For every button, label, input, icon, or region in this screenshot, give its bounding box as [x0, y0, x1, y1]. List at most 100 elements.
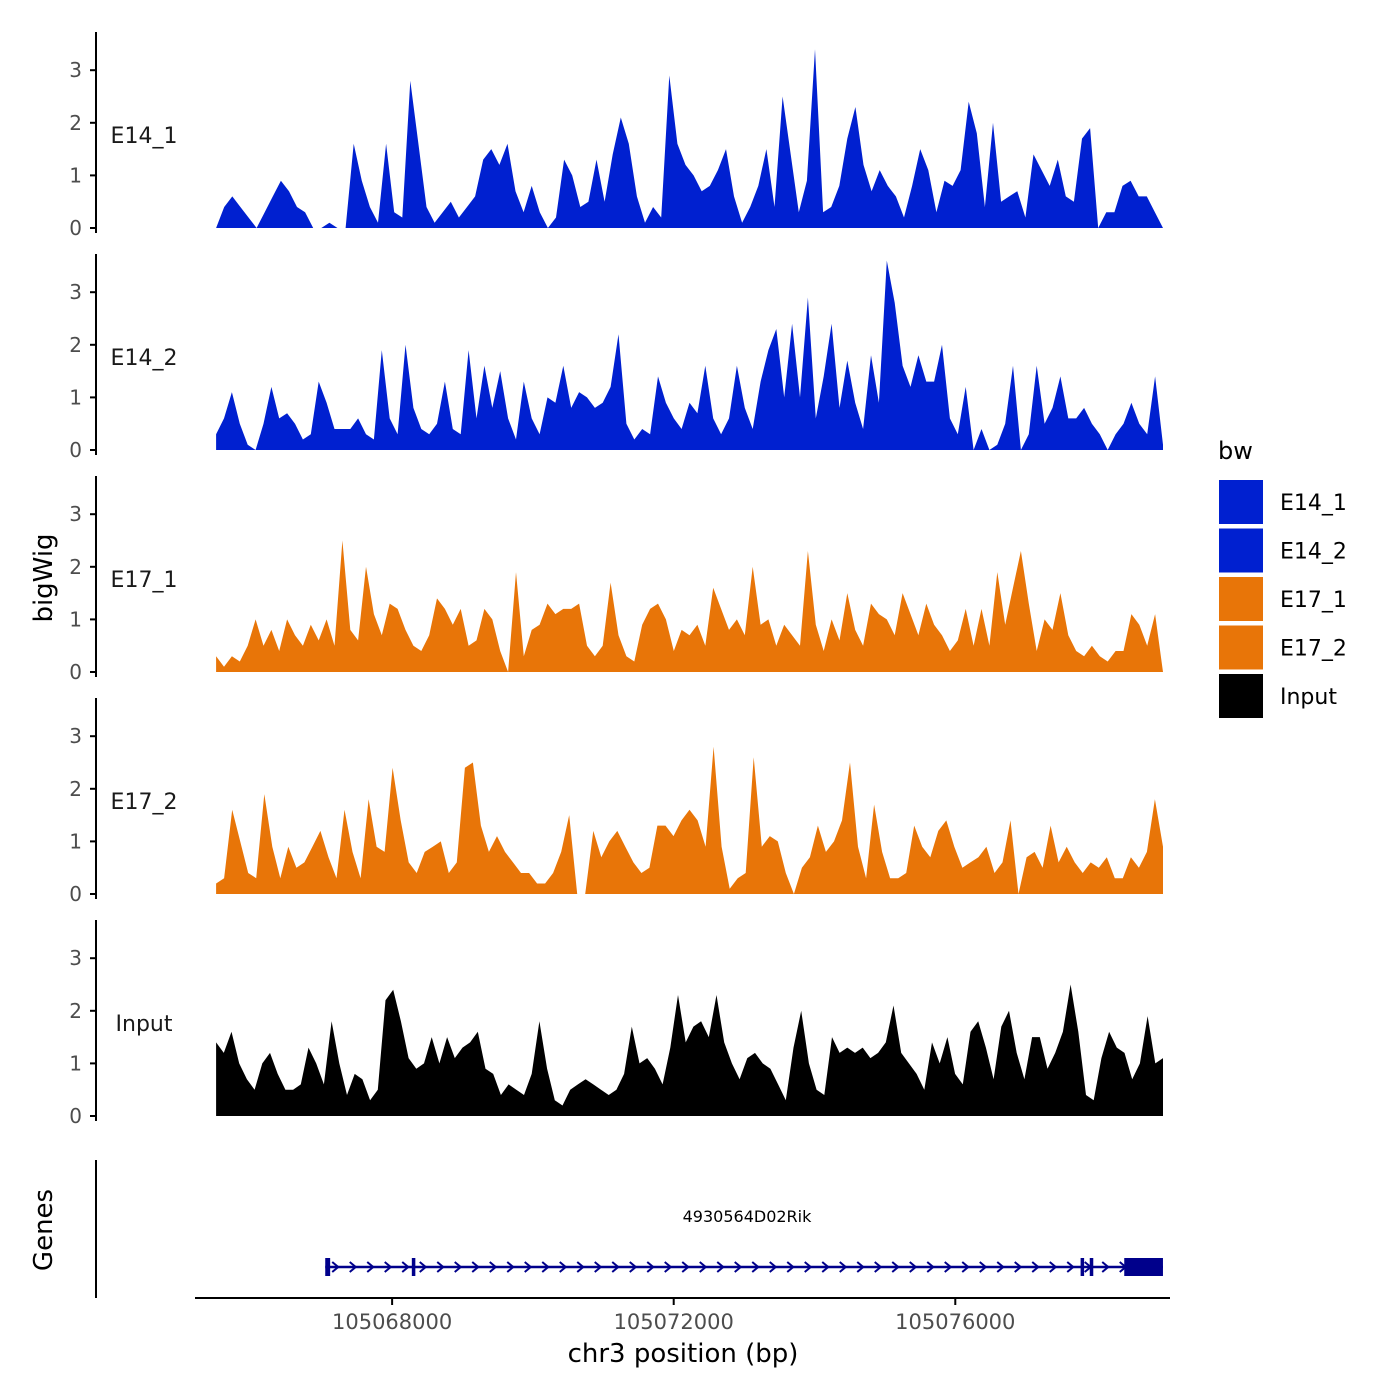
y-tick-label: 0 — [69, 1104, 82, 1128]
y-tick-label: 1 — [69, 829, 82, 853]
legend-label: E14_1 — [1280, 491, 1347, 516]
strand-arrow — [804, 1261, 813, 1273]
strand-arrow — [839, 1261, 848, 1273]
strand-arrow — [471, 1261, 480, 1273]
strand-arrow — [909, 1261, 918, 1273]
strand-arrow — [699, 1261, 708, 1273]
strand-arrow — [786, 1261, 795, 1273]
legend-swatch — [1219, 480, 1263, 524]
y-tick-label: 2 — [69, 999, 82, 1023]
track-E17_1: 0 1 2 3 E17_1 — [69, 476, 1164, 684]
strand-arrow — [664, 1261, 673, 1273]
strand-arrow — [891, 1261, 900, 1273]
strand-arrow — [961, 1261, 970, 1273]
strand-arrow — [384, 1261, 393, 1273]
genes-axis-title: Genes — [29, 1189, 59, 1271]
strand-arrow — [541, 1261, 550, 1273]
strand-arrow — [979, 1261, 988, 1273]
coverage-area-E17_2 — [216, 746, 1164, 894]
strand-arrow — [349, 1261, 358, 1273]
track-Input: 0 1 2 3 Input — [69, 920, 1164, 1128]
track-label: E17_2 — [111, 790, 178, 815]
strand-arrow — [524, 1261, 533, 1273]
strand-arrow — [874, 1261, 883, 1273]
track-facets: 0 1 2 3 E14_1 0 1 2 3 E14_2 0 1 2 3 E17_1 0 1 2 3 E17_2 0 1 2 3… — [69, 32, 1164, 1128]
strand-arrow — [926, 1261, 935, 1273]
legend-label: Input — [1280, 685, 1337, 710]
legend: bw E14_1 E14_2 E17_1 E17_2 Input — [1218, 437, 1347, 718]
genes-panel: Genes 4930564D02Rik — [29, 1160, 1163, 1298]
x-axis-title: chr3 position (bp) — [568, 1339, 799, 1369]
gene-exon — [411, 1258, 416, 1276]
legend-title: bw — [1218, 437, 1253, 465]
legend-label: E17_2 — [1280, 637, 1347, 662]
strand-arrow — [769, 1261, 778, 1273]
y-tick-label: 3 — [69, 724, 82, 748]
legend-swatch — [1219, 674, 1263, 718]
strand-arrow — [944, 1261, 953, 1273]
gene-model — [325, 1258, 1163, 1276]
strand-arrow — [366, 1261, 375, 1273]
y-tick-label: 0 — [69, 216, 82, 240]
gene-exon — [1124, 1258, 1163, 1276]
strand-arrow — [629, 1261, 638, 1273]
y-tick-label: 3 — [69, 280, 82, 304]
strand-arrow — [489, 1261, 498, 1273]
y-tick-label: 3 — [69, 502, 82, 526]
legend-swatch — [1219, 625, 1263, 670]
strand-arrow — [716, 1261, 725, 1273]
strand-arrow — [454, 1261, 463, 1273]
strand-arrow — [821, 1261, 830, 1273]
track-label: Input — [116, 1012, 173, 1037]
y-tick-label: 0 — [69, 660, 82, 684]
track-label: E14_1 — [111, 124, 178, 149]
y-tick-label: 2 — [69, 333, 82, 357]
strand-arrow — [1014, 1261, 1023, 1273]
strand-arrow — [559, 1261, 568, 1273]
y-tick-label: 1 — [69, 1051, 82, 1075]
y-tick-label: 2 — [69, 111, 82, 135]
strand-arrow — [646, 1261, 655, 1273]
track-E14_1: 0 1 2 3 E14_1 — [69, 32, 1164, 240]
strand-arrow — [681, 1261, 690, 1273]
legend-label: E14_2 — [1280, 540, 1347, 565]
strand-arrow — [1066, 1261, 1075, 1273]
x-tick-label: 105072000 — [614, 1310, 734, 1334]
strand-arrow — [594, 1261, 603, 1273]
track-E14_2: 0 1 2 3 E14_2 — [69, 254, 1164, 462]
x-tick-label: 105068000 — [332, 1310, 452, 1334]
strand-arrow — [436, 1261, 445, 1273]
y-tick-label: 0 — [69, 438, 82, 462]
strand-arrow — [611, 1261, 620, 1273]
track-label: E14_2 — [111, 346, 178, 371]
track-label: E17_1 — [111, 568, 178, 593]
legend-label: E17_1 — [1280, 588, 1347, 613]
gene-name-label: 4930564D02Rik — [683, 1207, 813, 1226]
legend-swatch — [1219, 528, 1263, 573]
y-tick-label: 1 — [69, 163, 82, 187]
y-tick-label: 0 — [69, 882, 82, 906]
gene-exon — [325, 1258, 331, 1276]
track-E17_2: 0 1 2 3 E17_2 — [69, 698, 1164, 906]
strand-arrow — [401, 1261, 410, 1273]
strand-arrow — [419, 1261, 428, 1273]
coverage-area-Input — [216, 984, 1164, 1116]
strand-arrow — [856, 1261, 865, 1273]
strand-arrow — [576, 1261, 585, 1273]
coverage-area-E14_2 — [216, 260, 1164, 450]
x-tick-label: 105076000 — [895, 1310, 1015, 1334]
coverage-area-E14_1 — [216, 49, 1164, 229]
strand-arrow — [751, 1261, 760, 1273]
y-tick-label: 3 — [69, 58, 82, 82]
strand-arrow — [734, 1261, 743, 1273]
gene-exon — [1089, 1258, 1094, 1276]
strand-arrow — [331, 1261, 340, 1273]
facet-axis-title: bigWig — [29, 533, 59, 622]
strand-arrow — [506, 1261, 515, 1273]
strand-arrow — [1101, 1261, 1110, 1273]
x-axis-ticks: 105068000 105072000 105076000 — [332, 1298, 1015, 1334]
strand-arrow — [1031, 1261, 1040, 1273]
gene-exon — [1080, 1258, 1085, 1276]
y-tick-label: 1 — [69, 385, 82, 409]
